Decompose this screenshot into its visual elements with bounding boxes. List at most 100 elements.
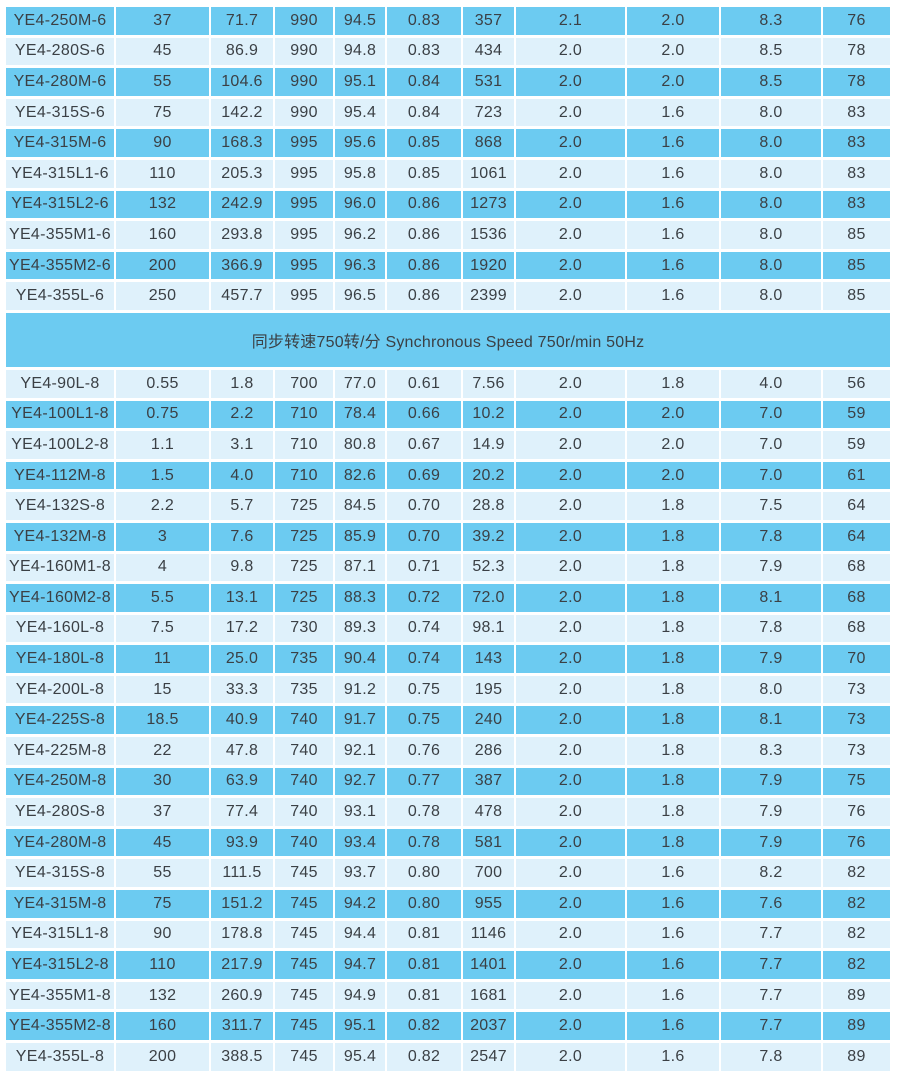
value-cell: 89 (823, 1043, 890, 1071)
model-cell: YE4-160L-8 (6, 614, 114, 643)
value-cell: 45 (116, 37, 209, 66)
table-row: YE4-355M1-6 160 293.8 995 96.2 0.86 1536 2.0 1.6… (6, 221, 890, 249)
value-cell: 7.0 (721, 400, 821, 429)
value-cell: 73 (823, 737, 890, 765)
value-cell: 92.1 (335, 737, 385, 765)
value-cell: 8.5 (721, 37, 821, 66)
value-cell: 76 (823, 828, 890, 857)
value-cell: 7.7 (721, 920, 821, 949)
value-cell: 20.2 (463, 461, 514, 490)
value-cell: 52.3 (463, 553, 514, 582)
value-cell: 83 (823, 190, 890, 219)
value-cell: 2547 (463, 1043, 514, 1071)
value-cell: 3.1 (211, 431, 273, 459)
value-cell: 0.77 (387, 767, 461, 796)
value-cell: 2.0 (516, 553, 625, 582)
value-cell: 2.0 (516, 920, 625, 949)
value-cell: 82 (823, 951, 890, 979)
value-cell: 86.9 (211, 37, 273, 66)
value-cell: 700 (275, 369, 333, 398)
value-cell: 0.81 (387, 920, 461, 949)
value-cell: 90 (116, 129, 209, 157)
value-cell: 8.5 (721, 68, 821, 96)
value-cell: 7.5 (116, 614, 209, 643)
value-cell: 89 (823, 1012, 890, 1040)
value-cell: 990 (275, 98, 333, 127)
value-cell: 77.4 (211, 798, 273, 826)
value-cell: 25.0 (211, 645, 273, 673)
value-cell: 95.4 (335, 1043, 385, 1071)
value-cell: 2.0 (516, 675, 625, 704)
value-cell: 990 (275, 37, 333, 66)
value-cell: 89 (823, 981, 890, 1010)
value-cell: 7.9 (721, 798, 821, 826)
value-cell: 1.1 (116, 431, 209, 459)
value-cell: 1.8 (627, 645, 719, 673)
value-cell: 111.5 (211, 859, 273, 888)
value-cell: 995 (275, 190, 333, 219)
value-cell: 2.0 (516, 369, 625, 398)
value-cell: 88.3 (335, 584, 385, 612)
model-cell: YE4-355M2-6 (6, 251, 114, 280)
value-cell: 200 (116, 1043, 209, 1071)
value-cell: 723 (463, 98, 514, 127)
value-cell: 68 (823, 614, 890, 643)
value-cell: 94.5 (335, 7, 385, 35)
value-cell: 8.0 (721, 159, 821, 188)
value-cell: 40.9 (211, 706, 273, 735)
value-cell: 195 (463, 675, 514, 704)
value-cell: 0.70 (387, 522, 461, 551)
value-cell: 37 (116, 798, 209, 826)
value-cell: 955 (463, 890, 514, 918)
table-row: YE4-315L2-8 110 217.9 745 94.7 0.81 1401 2.0 1.6… (6, 951, 890, 979)
value-cell: 96.2 (335, 221, 385, 249)
value-cell: 7.8 (721, 1043, 821, 1071)
value-cell: 1.8 (627, 522, 719, 551)
value-cell: 710 (275, 431, 333, 459)
value-cell: 64 (823, 492, 890, 520)
value-cell: 995 (275, 129, 333, 157)
value-cell: 96.3 (335, 251, 385, 280)
value-cell: 581 (463, 828, 514, 857)
table-row: YE4-280M-6 55 104.6 990 95.1 0.84 531 2.0 2.0 8.5… (6, 68, 890, 96)
value-cell: 3 (116, 522, 209, 551)
model-cell: YE4-100L2-8 (6, 431, 114, 459)
value-cell: 2.0 (627, 7, 719, 35)
value-cell: 2.0 (516, 68, 625, 96)
table-row: YE4-315S-6 75 142.2 990 95.4 0.84 723 2.0 1.6 8.0… (6, 98, 890, 127)
value-cell: 70 (823, 645, 890, 673)
table-row: YE4-280S-8 37 77.4 740 93.1 0.78 478 2.0 1.8 7.9 7… (6, 798, 890, 826)
model-cell: YE4-355L-8 (6, 1043, 114, 1071)
value-cell: 745 (275, 1012, 333, 1040)
value-cell: 7.0 (721, 461, 821, 490)
value-cell: 76 (823, 798, 890, 826)
value-cell: 2.0 (516, 767, 625, 796)
value-cell: 2.0 (627, 461, 719, 490)
value-cell: 7.0 (721, 431, 821, 459)
value-cell: 8.0 (721, 675, 821, 704)
value-cell: 2.0 (516, 98, 625, 127)
value-cell: 2.0 (516, 737, 625, 765)
value-cell: 1.6 (627, 251, 719, 280)
value-cell: 8.0 (721, 282, 821, 310)
value-cell: 8.3 (721, 737, 821, 765)
value-cell: 8.0 (721, 251, 821, 280)
value-cell: 71.7 (211, 7, 273, 35)
value-cell: 0.80 (387, 890, 461, 918)
value-cell: 1.6 (627, 129, 719, 157)
table-row: YE4-100L2-8 1.1 3.1 710 80.8 0.67 14.9 2.0 2.0 7.… (6, 431, 890, 459)
value-cell: 1.6 (627, 1012, 719, 1040)
model-cell: YE4-100L1-8 (6, 400, 114, 429)
value-cell: 7.5 (721, 492, 821, 520)
value-cell: 85 (823, 251, 890, 280)
value-cell: 457.7 (211, 282, 273, 310)
value-cell: 311.7 (211, 1012, 273, 1040)
value-cell: 2.2 (211, 400, 273, 429)
value-cell: 995 (275, 221, 333, 249)
table-row: YE4-100L1-8 0.75 2.2 710 78.4 0.66 10.2 2.0 2.0 7… (6, 400, 890, 429)
value-cell: 132 (116, 981, 209, 1010)
value-cell: 4.0 (721, 369, 821, 398)
value-cell: 990 (275, 7, 333, 35)
model-cell: YE4-355L-6 (6, 282, 114, 310)
value-cell: 995 (275, 282, 333, 310)
